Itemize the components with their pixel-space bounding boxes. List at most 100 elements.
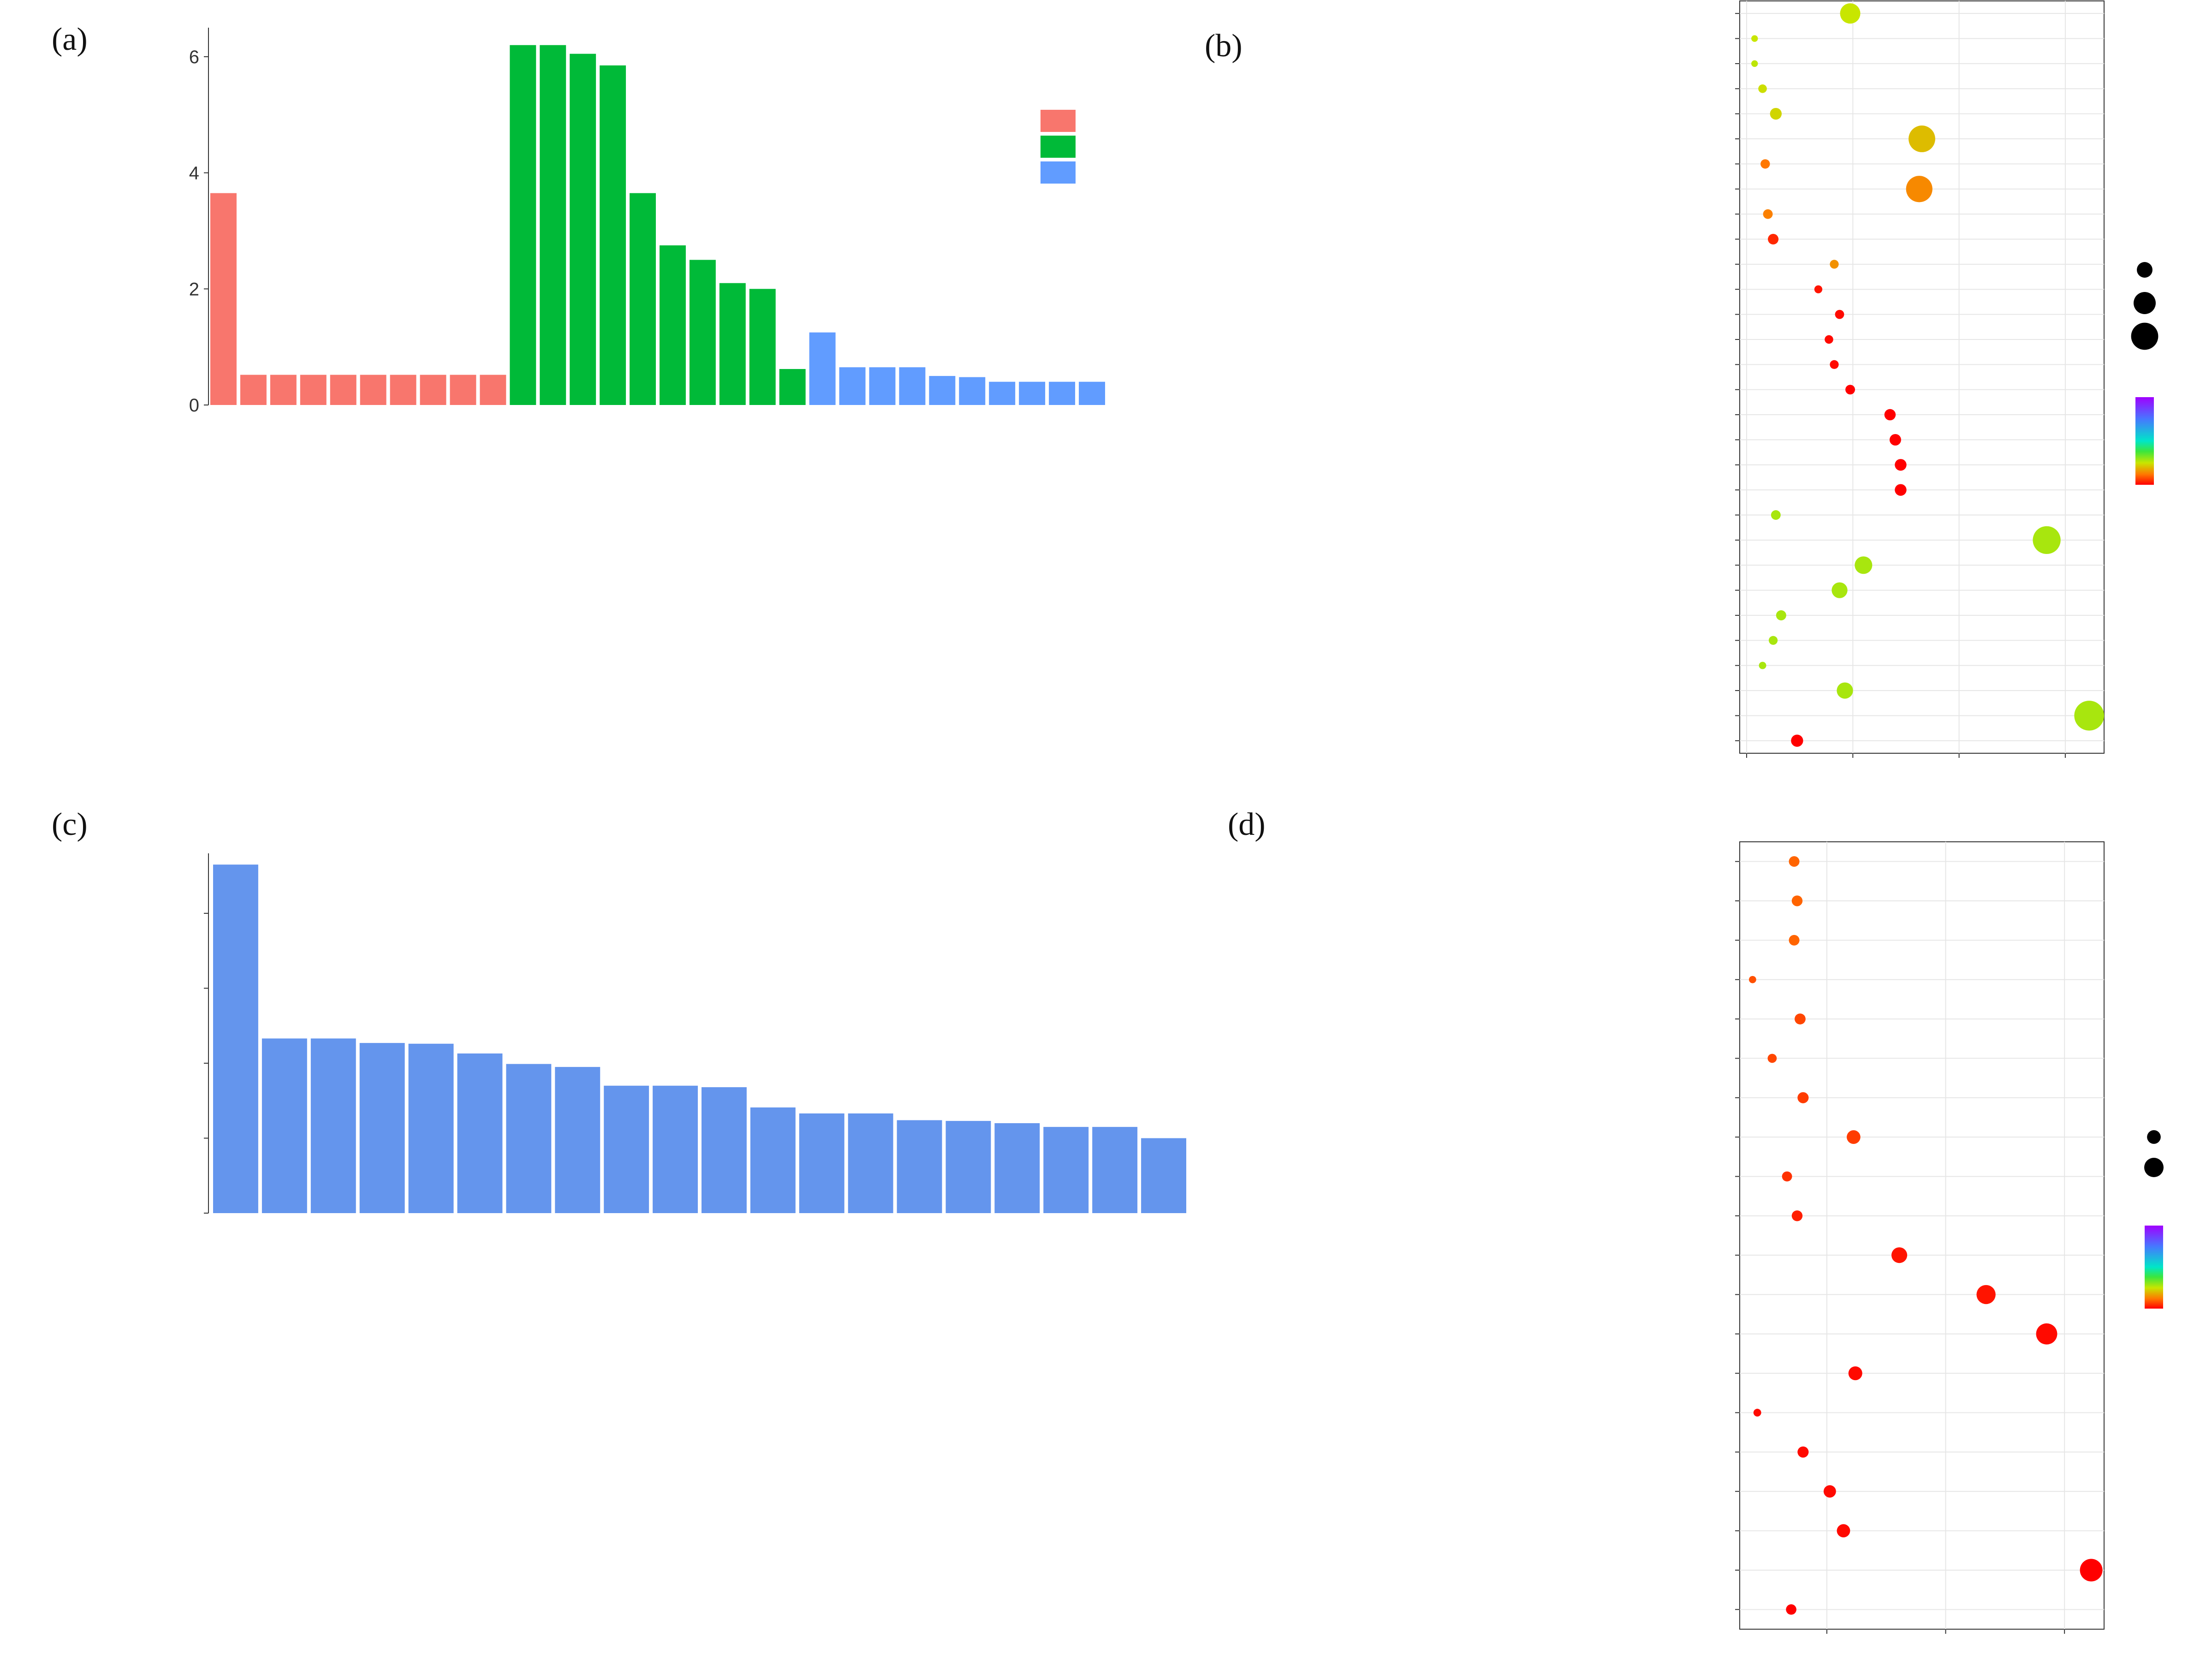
panel-label-b: (b): [1205, 28, 1243, 64]
c-bar: [1043, 1127, 1089, 1213]
a-bar: [989, 381, 1016, 405]
c-bar: [945, 1121, 991, 1213]
c-bar: [457, 1053, 503, 1213]
chart-b-size-legend-dot: [2131, 322, 2158, 350]
chart-b-colorbar: [2135, 397, 2154, 485]
c-bar: [310, 1038, 356, 1213]
a-bar: [839, 367, 866, 405]
chart-b-size-legend-dot: [2134, 292, 2156, 314]
a-bar: [240, 375, 267, 405]
chart-b-dot: [1791, 734, 1803, 747]
chart-b-dot: [1837, 682, 1853, 699]
c-bar: [604, 1085, 649, 1213]
chart-d-dot: [2036, 1323, 2057, 1345]
chart-b-dot: [1768, 636, 1778, 645]
chart-b-dot: [1855, 556, 1873, 574]
chart-d-dot: [1789, 935, 1800, 946]
c-bar: [653, 1085, 698, 1213]
chart-b-dot: [1840, 3, 1861, 24]
c-bar: [848, 1113, 893, 1213]
a-y-tick-label: 6: [189, 47, 199, 67]
a-bar: [450, 375, 476, 405]
c-bar: [750, 1107, 796, 1213]
chart-d-dot: [1848, 1366, 1862, 1381]
c-bar: [702, 1087, 747, 1213]
a-bar: [899, 367, 926, 405]
chart-b-dot: [1835, 310, 1844, 319]
c-bar: [359, 1043, 405, 1213]
chart-b-dot: [1771, 510, 1781, 520]
chart-d-dot: [1791, 895, 1803, 906]
a-bar: [540, 45, 566, 405]
chart-b-go-dotplot: [1735, 0, 2158, 758]
chart-b-dot: [1758, 84, 1767, 93]
chart-b-dot: [1889, 434, 1901, 446]
a-bar: [1079, 381, 1105, 405]
chart-d-dot: [1789, 856, 1800, 867]
a-bar: [719, 283, 746, 405]
chart-b-dot: [1825, 335, 1833, 344]
chart-b-dot: [1906, 176, 1933, 202]
chart-b-dot: [1751, 35, 1758, 42]
a-bar: [1049, 381, 1076, 405]
chart-d-size-legend-dot: [2144, 1158, 2164, 1177]
c-bar: [213, 864, 258, 1213]
chart-d-dot: [1891, 1247, 1908, 1263]
a-bar: [749, 289, 776, 405]
chart-b-dot: [1845, 385, 1855, 395]
panel-label-a: (a): [52, 22, 88, 57]
a-bar: [600, 65, 626, 405]
a-bar: [270, 375, 297, 405]
a-bar: [420, 375, 446, 405]
chart-a-go-barplot: 0 2 4 6: [189, 28, 1105, 416]
c-bar: [897, 1120, 942, 1213]
chart-b-size-legend-dot: [2137, 262, 2153, 278]
a-bar: [630, 193, 656, 405]
chart-c-kegg-barplot: [204, 853, 1186, 1214]
a-bar: [959, 377, 986, 405]
chart-d-dot: [2080, 1559, 2103, 1582]
a-bar: [330, 375, 357, 405]
chart-b-dot: [1895, 459, 1907, 471]
chart-b-dot: [1830, 260, 1839, 269]
a-bar: [570, 54, 596, 405]
a-bar: [809, 332, 836, 405]
c-bar: [408, 1043, 454, 1213]
a-bar: [1019, 381, 1046, 405]
chart-d-dot: [1753, 1409, 1761, 1417]
chart-d-dot: [1791, 1210, 1803, 1221]
chart-b-dot: [1776, 610, 1786, 620]
chart-b-dot: [1759, 661, 1766, 669]
chart-b-dot: [1814, 285, 1823, 293]
a-bar: [869, 367, 896, 405]
a-bar: [480, 375, 506, 405]
a-legend-swatch: [1041, 136, 1076, 158]
chart-d-dot: [1797, 1446, 1809, 1458]
a-bar: [390, 375, 416, 405]
chart-d-dot: [1797, 1092, 1809, 1103]
a-bar: [689, 260, 716, 405]
chart-b-dot: [2074, 701, 2105, 731]
a-bar: [779, 369, 806, 405]
chart-b-dot: [1830, 360, 1839, 369]
chart-d-dot: [1795, 1013, 1806, 1024]
a-bar: [660, 245, 686, 405]
chart-b-dot: [1770, 107, 1782, 120]
chart-d-dot: [1976, 1285, 1996, 1304]
chart-b-dot: [1895, 484, 1907, 496]
c-bar: [799, 1113, 844, 1213]
chart-d-plot-frame: [1739, 841, 2105, 1630]
chart-d-dot: [1786, 1604, 1796, 1615]
panel-label-c: (c): [52, 807, 88, 842]
chart-b-dot: [1768, 233, 1779, 244]
a-bar: [210, 193, 237, 405]
c-bar: [1141, 1138, 1186, 1213]
chart-b-dot: [1884, 409, 1896, 421]
a-y-tick-label: 0: [189, 395, 199, 416]
chart-d-dot: [1782, 1171, 1792, 1182]
c-bar: [262, 1038, 307, 1213]
a-bar: [300, 375, 327, 405]
chart-d-dot: [1837, 1524, 1850, 1538]
a-legend-swatch: [1041, 161, 1076, 184]
